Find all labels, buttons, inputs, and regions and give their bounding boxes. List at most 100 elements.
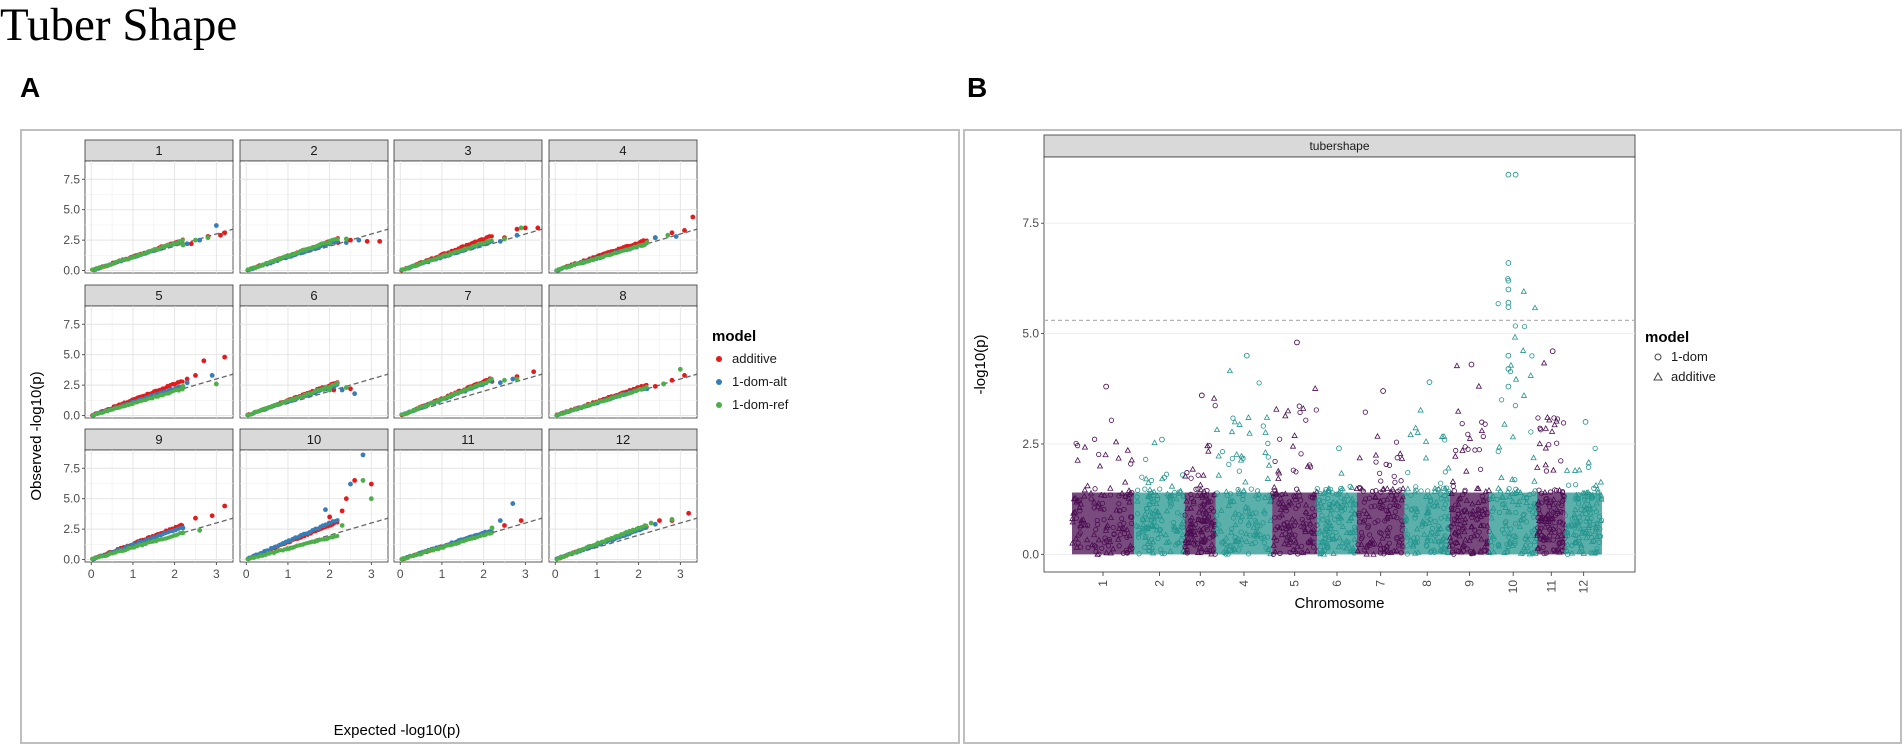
snp-peak [1294, 339, 1300, 346]
snp-point-1-dom [1477, 466, 1484, 472]
point-additive [188, 241, 194, 247]
snp-point-additive [1146, 486, 1154, 493]
point-1-dom-ref [644, 384, 649, 389]
snp-point-additive [1356, 454, 1363, 461]
snp-peak [1243, 352, 1250, 359]
x-tick-label: 5 [1288, 580, 1302, 587]
snp-point-1-dom [1529, 353, 1535, 359]
x-tick-label: 2 [171, 567, 178, 581]
point-1-dom-ref [339, 523, 345, 528]
snp-point-additive [1592, 482, 1600, 488]
snp-point-additive [1520, 287, 1527, 294]
snp-point-1-dom [1397, 487, 1403, 493]
point-additive [502, 523, 507, 528]
point-1-dom-ref [335, 380, 340, 385]
snp-point-additive [1304, 462, 1311, 469]
snp-point-additive [1197, 481, 1204, 488]
snp-point-additive [1231, 418, 1239, 425]
snp-point-1-dom [1229, 456, 1235, 462]
facet-label: 10 [307, 432, 321, 447]
snp-point-1-dom [1184, 470, 1190, 476]
snp-point-additive [1412, 424, 1419, 431]
snp-point-1-dom [1157, 486, 1163, 492]
snp-point-additive [1084, 482, 1091, 489]
snp-point-additive [1550, 466, 1557, 473]
snp-point-1-dom [1362, 409, 1368, 415]
snp-point-1-dom [1357, 485, 1363, 492]
point-1-dom-ref [644, 240, 650, 245]
snp-point-additive [1422, 454, 1430, 461]
legend: model 1-dom additive [1645, 329, 1716, 384]
point-additive [682, 372, 687, 378]
point-1-dom-alt [510, 501, 516, 506]
point-1-dom-alt [323, 507, 328, 513]
x-tick-label: 1 [130, 567, 137, 581]
snp-point-additive [1445, 464, 1452, 471]
point-1-dom-alt [360, 452, 366, 458]
legend-swatch [716, 379, 722, 385]
snp-point-additive [1213, 426, 1221, 433]
facet-8: 8 [548, 284, 698, 419]
snp-point-additive [1312, 385, 1319, 391]
x-tick-label: 3 [677, 567, 684, 581]
point-1-dom-ref [661, 381, 667, 387]
snp-point-additive [1501, 420, 1508, 427]
facet-11: 11 0 1 2 3 [393, 428, 543, 581]
chromosome-10 [1486, 171, 1540, 557]
snp-point-1-dom [1265, 454, 1271, 460]
x-tick-label: 2 [1152, 580, 1166, 587]
point-1-dom-ref [489, 238, 494, 243]
snp-point-1-dom [1552, 487, 1558, 493]
snp-point-additive [1168, 482, 1176, 489]
snp-point-additive [1242, 478, 1249, 485]
snp-point-1-dom [1377, 470, 1383, 476]
point-1-dom-ref [205, 235, 211, 241]
point-additive [343, 496, 349, 502]
point-1-dom-ref [368, 496, 374, 502]
snp-point-1-dom [1096, 451, 1102, 458]
snp-hit [1505, 366, 1512, 372]
snp-peak [1198, 392, 1205, 399]
snp-point-1-dom [1135, 487, 1141, 493]
snp-point-additive [1498, 474, 1505, 481]
point-additive [518, 518, 524, 524]
snp-point-1-dom [1092, 486, 1098, 492]
snp-point-1-dom [1373, 459, 1379, 465]
snp-point-additive [1553, 417, 1560, 424]
point-1-dom-alt [213, 223, 219, 228]
snp-point-additive [1519, 347, 1527, 353]
snp-point-additive [1197, 486, 1204, 493]
snp-point-additive [1262, 429, 1269, 435]
point-additive [184, 376, 190, 382]
snp-point-additive [1509, 475, 1516, 482]
facet-panel [84, 305, 234, 419]
y-tick-label: 5.0 [63, 203, 80, 217]
snp-point-additive [1226, 367, 1234, 374]
legend-swatch-circle [1654, 353, 1662, 361]
point-additive [218, 232, 223, 238]
snp-dense-band [1489, 492, 1538, 555]
snp-point-1-dom [1565, 482, 1572, 488]
snp-point-additive [1455, 407, 1462, 414]
legend-title: model [1645, 329, 1689, 346]
point-1-dom-alt [652, 235, 658, 241]
y-tick-label: 2.5 [1022, 437, 1039, 451]
snp-point-1-dom [1313, 407, 1319, 413]
snp-point-additive [1530, 454, 1537, 461]
y-tick-label: 7.5 [63, 317, 80, 331]
point-additive [222, 354, 228, 360]
point-1-dom-ref [343, 385, 349, 390]
snp-point-additive [1459, 447, 1466, 453]
point-1-dom-ref [502, 236, 507, 242]
x-tick-label: 1 [1096, 580, 1110, 587]
snp-point-additive [1271, 483, 1278, 490]
snp-point-1-dom [1260, 423, 1266, 429]
snp-point-additive [1512, 375, 1520, 382]
snp-point-1-dom [1139, 474, 1145, 480]
legend-label: 1-dom [1671, 349, 1708, 364]
panel-b-label: B [967, 72, 988, 103]
point-1-dom-ref [335, 237, 340, 242]
facet-panel [548, 449, 698, 563]
snp-point-additive [1449, 478, 1457, 484]
snp-point-1-dom [1219, 449, 1226, 455]
